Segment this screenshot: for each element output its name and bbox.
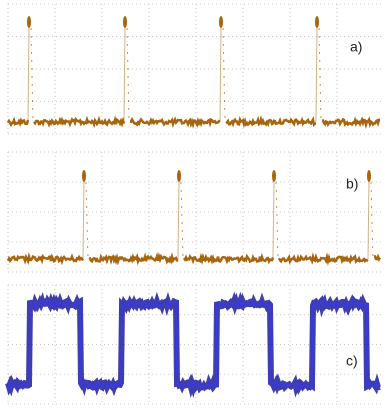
trace [34,120,124,125]
panel-label: a) [350,39,362,55]
panel-label: b) [346,176,358,192]
pulse-edge [178,180,179,259]
pulse-edge [371,182,373,259]
pulse-peak [82,170,86,182]
pulse-edge [83,180,84,259]
pulse-edge [127,28,129,122]
panel-label: c) [346,353,358,369]
trace [130,120,220,125]
trace [322,120,380,125]
pulse-peak [27,16,31,28]
pulse-peak [272,170,276,182]
pulse-peak [315,16,319,28]
trace [8,120,28,124]
trace [184,257,273,262]
pulse-edge [124,26,125,122]
trace [8,257,83,262]
pulse-peak [219,16,223,28]
oscilloscope-figure: a) b) c) [0,0,388,408]
trace [279,257,368,262]
pulse-peak [367,170,371,182]
trace [374,257,380,260]
pulse-edge [273,180,274,259]
panels [8,4,382,404]
pulse-edge [220,26,221,122]
trace [89,257,178,262]
pulse-edge [181,182,183,259]
pulse-peak [123,16,127,28]
pulse-edge [276,182,278,259]
pulse-edge [368,180,369,259]
pulse-edge [31,28,33,122]
pulse-edge [223,28,225,122]
pulse-edge [319,28,321,122]
pulse-edge [86,182,88,259]
trace [226,120,316,125]
pulse-peak [177,170,181,182]
pulse-edge [28,26,29,122]
pulse-edge [316,26,317,122]
